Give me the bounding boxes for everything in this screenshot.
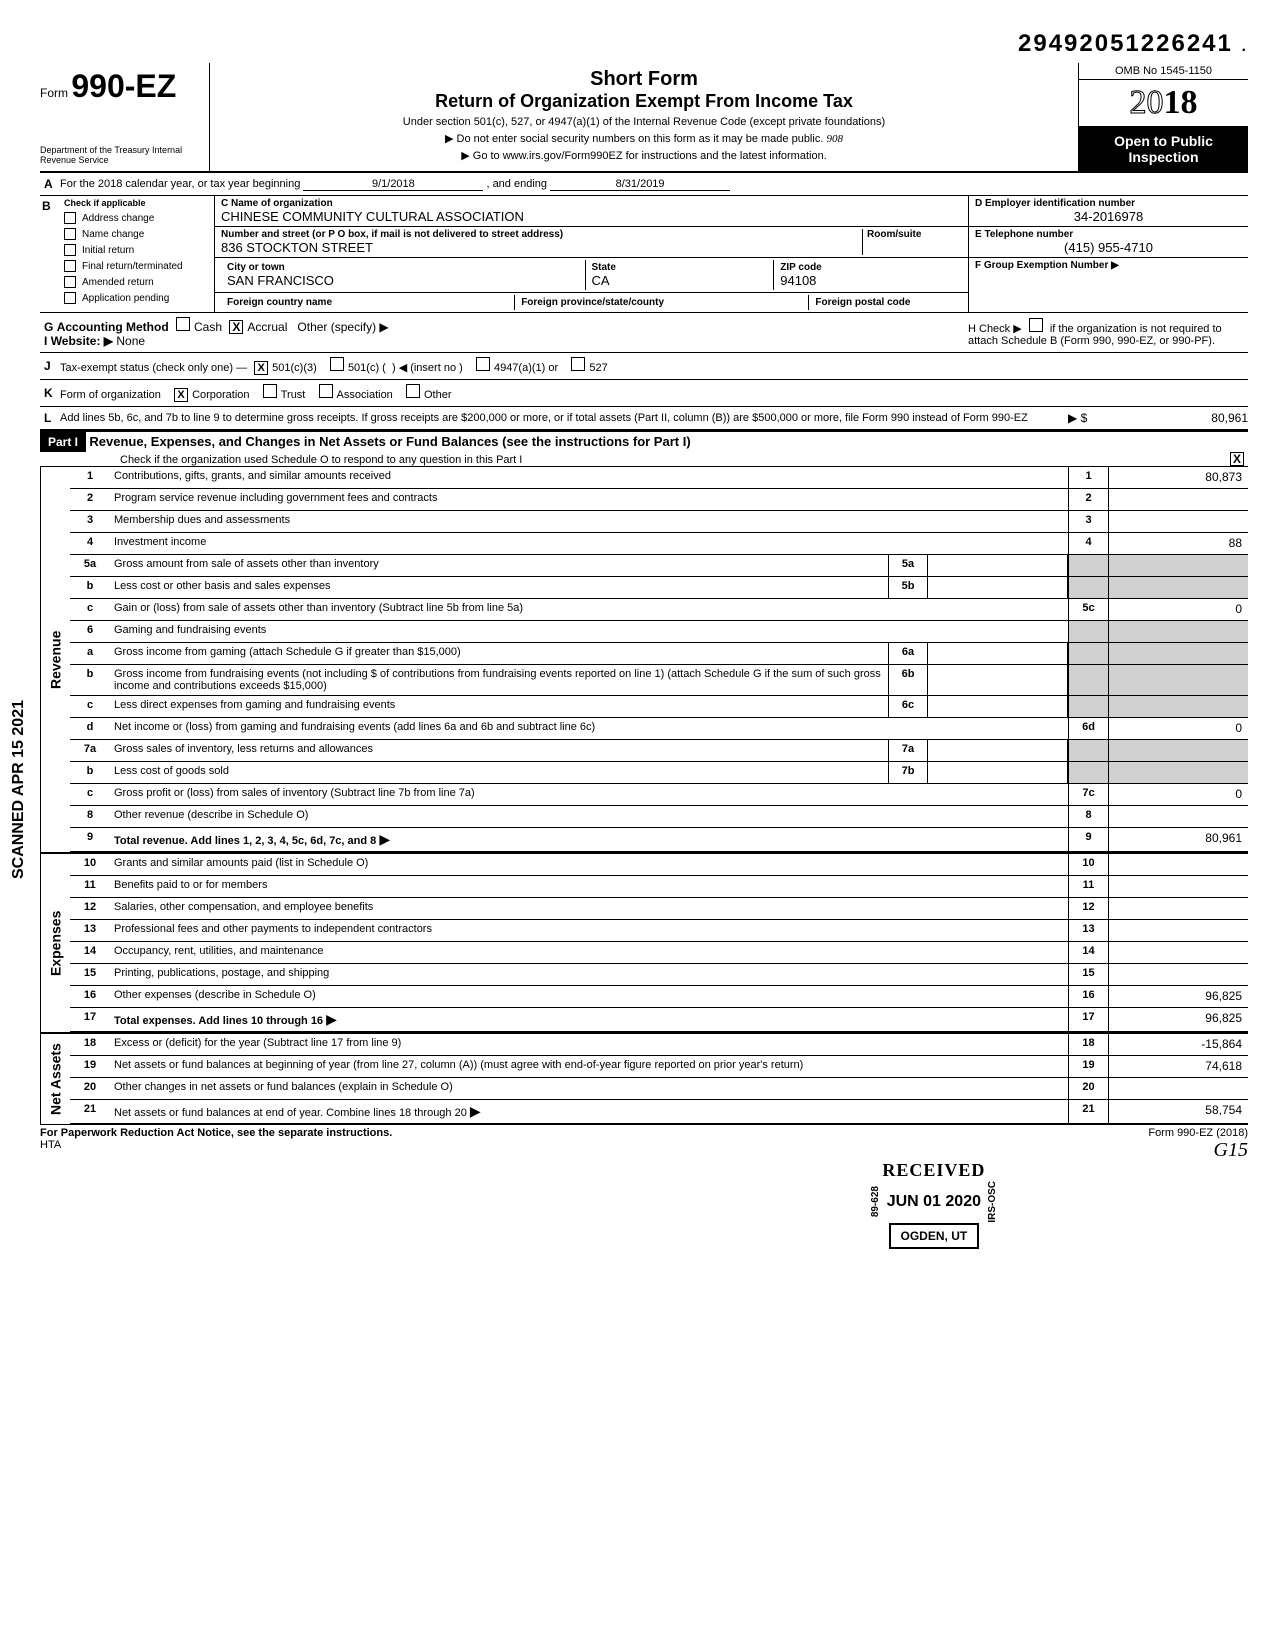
line-row: 1Contributions, gifts, grants, and simil… xyxy=(70,467,1248,489)
line-row: 10Grants and similar amounts paid (list … xyxy=(70,854,1248,876)
org-name-label: C Name of organization xyxy=(221,198,962,209)
line-row: aGross income from gaming (attach Schedu… xyxy=(70,643,1248,665)
addr-label: Number and street (or P O box, if mail i… xyxy=(221,229,862,240)
section-g-i: G Accounting Method Cash XAccrual Other … xyxy=(40,313,1248,353)
section-a: A For the 2018 calendar year, or tax yea… xyxy=(40,173,1248,196)
line-row: 4Investment income488 xyxy=(70,533,1248,555)
tax-year: 2018 xyxy=(1079,80,1248,127)
sub3: ▶ Go to www.irs.gov/Form990EZ for instru… xyxy=(218,149,1070,162)
line-row: 16Other expenses (describe in Schedule O… xyxy=(70,986,1248,1008)
form-label: Form xyxy=(40,86,68,100)
sub1: Under section 501(c), 527, or 4947(a)(1)… xyxy=(218,116,1070,128)
foreign-province-label: Foreign province/state/county xyxy=(521,297,802,308)
line-row: 15Printing, publications, postage, and s… xyxy=(70,964,1248,986)
open-inspection: Open to Public Inspection xyxy=(1079,127,1248,171)
department: Department of the Treasury Internal Reve… xyxy=(40,145,199,165)
short-form-title: Short Form xyxy=(218,68,1070,91)
zip-label: ZIP code xyxy=(780,262,956,273)
line-row: 13Professional fees and other payments t… xyxy=(70,920,1248,942)
line-row: 7aGross sales of inventory, less returns… xyxy=(70,740,1248,762)
street-address: 836 STOCKTON STREET xyxy=(221,240,862,255)
line-row: 12Salaries, other compensation, and empl… xyxy=(70,898,1248,920)
line-row: 20Other changes in net assets or fund ba… xyxy=(70,1078,1248,1100)
revenue-section: Revenue 1Contributions, gifts, grants, a… xyxy=(40,467,1248,852)
footer: For Paperwork Reduction Act Notice, see … xyxy=(40,1124,1248,1162)
state-label: State xyxy=(592,262,768,273)
revenue-label: Revenue xyxy=(40,467,70,852)
foreign-postal-label: Foreign postal code xyxy=(815,297,956,308)
line-row: cLess direct expenses from gaming and fu… xyxy=(70,696,1248,718)
form-number: 990-EZ xyxy=(71,68,176,104)
group-exemption-label: F Group Exemption Number ▶ xyxy=(975,260,1242,271)
cb-final-return[interactable]: Final return/terminated xyxy=(60,258,214,274)
cb-initial-return[interactable]: Initial return xyxy=(60,242,214,258)
org-name: CHINESE COMMUNITY CULTURAL ASSOCIATION xyxy=(221,209,962,224)
part1-header: Part I Revenue, Expenses, and Changes in… xyxy=(40,430,1248,467)
line-row: 8Other revenue (describe in Schedule O)8 xyxy=(70,806,1248,828)
foreign-country-label: Foreign country name xyxy=(227,297,508,308)
line-row: 5aGross amount from sale of assets other… xyxy=(70,555,1248,577)
ein-label: D Employer identification number xyxy=(975,198,1242,209)
line-row: 21Net assets or fund balances at end of … xyxy=(70,1100,1248,1124)
state: CA xyxy=(592,273,768,288)
section-l: L Add lines 5b, 6c, and 7b to line 9 to … xyxy=(40,407,1248,430)
line-row: 14Occupancy, rent, utilities, and mainte… xyxy=(70,942,1248,964)
cb-application-pending[interactable]: Application pending xyxy=(60,290,214,306)
line-row: 11Benefits paid to or for members11 xyxy=(70,876,1248,898)
cb-address-change[interactable]: Address change xyxy=(60,210,214,226)
room-label: Room/suite xyxy=(867,229,962,240)
received-stamp: RECEIVED 89-628 JUN 01 2020 IRS-OSC OGDE… xyxy=(870,1160,998,1249)
form-header: Form 990-EZ Department of the Treasury I… xyxy=(40,63,1248,173)
line-row: bGross income from fundraising events (n… xyxy=(70,665,1248,696)
return-title: Return of Organization Exempt From Incom… xyxy=(218,91,1070,112)
cb-name-change[interactable]: Name change xyxy=(60,226,214,242)
line-row: 9Total revenue. Add lines 1, 2, 3, 4, 5c… xyxy=(70,828,1248,852)
line-row: cGross profit or (loss) from sales of in… xyxy=(70,784,1248,806)
line-row: 19Net assets or fund balances at beginni… xyxy=(70,1056,1248,1078)
line-row: 17Total expenses. Add lines 10 through 1… xyxy=(70,1008,1248,1032)
line-row: dNet income or (loss) from gaming and fu… xyxy=(70,718,1248,740)
expenses-label: Expenses xyxy=(40,854,70,1032)
city-label: City or town xyxy=(227,262,579,273)
ein-value: 34-2016978 xyxy=(975,209,1242,224)
omb-number: OMB No 1545-1150 xyxy=(1079,63,1248,80)
city: SAN FRANCISCO xyxy=(227,273,579,288)
phone-label: E Telephone number xyxy=(975,229,1242,240)
net-assets-section: Net Assets 18Excess or (deficit) for the… xyxy=(40,1032,1248,1124)
section-k: K Form of organization XCorporation Trus… xyxy=(40,380,1248,407)
check-header: Check if applicable xyxy=(60,196,214,210)
line-row: 3Membership dues and assessments3 xyxy=(70,511,1248,533)
cb-amended-return[interactable]: Amended return xyxy=(60,274,214,290)
identity-block: B Check if applicable Address change Nam… xyxy=(40,196,1248,313)
phone-value: (415) 955-4710 xyxy=(975,240,1242,255)
document-code: 29492051226241 . xyxy=(40,30,1248,58)
line-row: 2Program service revenue including gover… xyxy=(70,489,1248,511)
section-j: J Tax-exempt status (check only one) — X… xyxy=(40,353,1248,380)
line-row: cGain or (loss) from sale of assets othe… xyxy=(70,599,1248,621)
line-row: bLess cost or other basis and sales expe… xyxy=(70,577,1248,599)
line-row: 18Excess or (deficit) for the year (Subt… xyxy=(70,1034,1248,1056)
line-row: bLess cost of goods sold7b xyxy=(70,762,1248,784)
expenses-section: Expenses 10Grants and similar amounts pa… xyxy=(40,852,1248,1032)
scanned-stamp: SCANNED APR 15 2021 xyxy=(10,700,28,879)
net-assets-label: Net Assets xyxy=(40,1034,70,1124)
line-row: 6Gaming and fundraising events xyxy=(70,621,1248,643)
zip: 94108 xyxy=(780,273,956,288)
sub2: ▶ Do not enter social security numbers o… xyxy=(218,132,1070,145)
